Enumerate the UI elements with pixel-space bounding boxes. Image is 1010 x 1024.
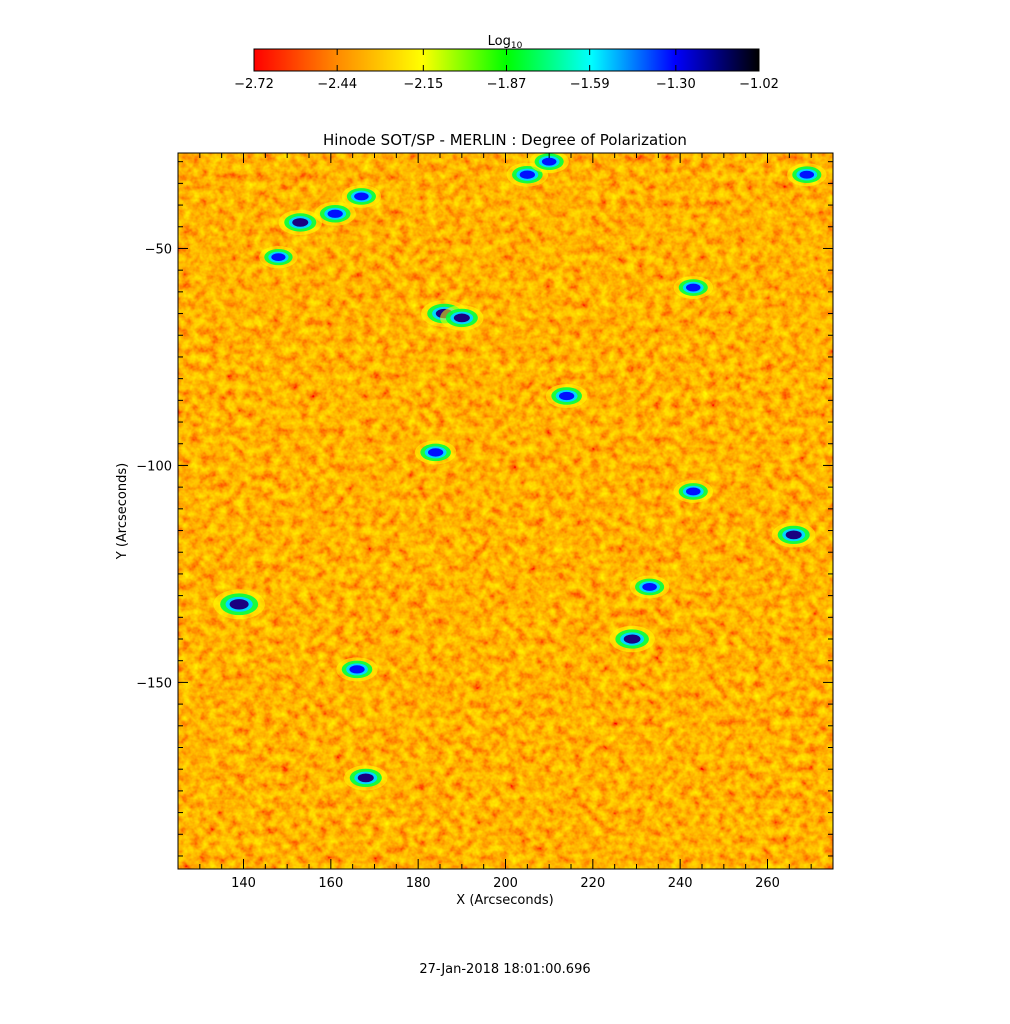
x-tick-label: 260: [755, 876, 780, 891]
y-tick-label: −50: [145, 242, 172, 257]
patch-core: [799, 170, 815, 179]
colorbar-label-subscript: 10: [511, 41, 523, 51]
colorbar-label: Log10: [488, 34, 523, 51]
colorbar-tick-label: −2.44: [317, 77, 357, 92]
y-tick-label: −150: [136, 676, 172, 691]
heatmap-texture-fine: [178, 153, 833, 869]
chart-title: Hinode SOT/SP - MERLIN : Degree of Polar…: [323, 131, 687, 149]
y-axis: −50 −100 −150: [136, 161, 833, 857]
patch-core: [623, 634, 641, 644]
y-tick-label: −100: [136, 459, 172, 474]
x-tick-label: 240: [668, 876, 693, 891]
patch-core: [427, 448, 444, 457]
patch-core: [354, 192, 369, 201]
patch-core: [642, 582, 657, 591]
x-tick-label: 220: [580, 876, 605, 891]
colorbar: Log10 −2.72 −2.44 −2.15 −1.87 −1.59 −1.30 −1.0…: [234, 34, 779, 92]
x-tick-label: 160: [318, 876, 343, 891]
timestamp: 27-Jan-2018 18:01:00.696: [419, 962, 590, 977]
patch-core: [349, 665, 365, 674]
colorbar-tick-label: −1.02: [739, 77, 779, 92]
patch-core: [558, 391, 575, 401]
plot-area: 140 160 180 200 220 240 260 −50 −100 −150: [136, 152, 834, 891]
patch-core: [685, 487, 701, 496]
x-axis: 140 160 180 200 220 240 260: [177, 153, 834, 891]
patch-core: [785, 530, 802, 540]
y-axis-label: Y (Arcseconds): [115, 463, 130, 560]
patch-core: [229, 599, 249, 610]
colorbar-tick-label: −1.59: [570, 77, 610, 92]
patch-core: [327, 209, 343, 218]
patch-core: [357, 773, 374, 783]
colorbar-tick-label: −1.87: [487, 77, 527, 92]
patch-core: [685, 283, 701, 292]
x-axis-label: X (Arcseconds): [456, 893, 553, 908]
x-tick-label: 200: [493, 876, 518, 891]
patch-core: [271, 253, 286, 261]
patch-core: [453, 313, 470, 323]
patch-core: [519, 170, 535, 179]
patch-core: [541, 157, 557, 166]
x-tick-label: 180: [406, 876, 431, 891]
colorbar-label-base: Log: [488, 34, 511, 49]
colorbar-tick-label: −1.30: [656, 77, 696, 92]
colorbar-tick-label: −2.15: [403, 77, 443, 92]
colorbar-ticks: −2.72 −2.44 −2.15 −1.87 −1.59 −1.30 −1.02: [234, 49, 779, 92]
colorbar-tick-label: −2.72: [234, 77, 274, 92]
polarization-patches: [213, 153, 827, 791]
x-tick-label: 140: [231, 876, 256, 891]
patch-core: [292, 218, 309, 227]
